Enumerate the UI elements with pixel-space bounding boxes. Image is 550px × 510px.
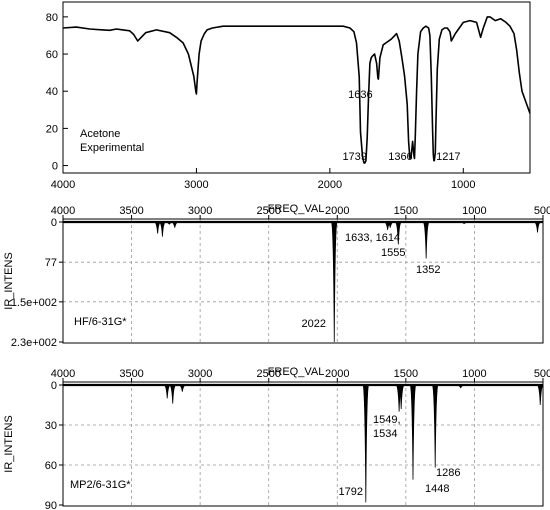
mp2-y-tick-label: 90 — [45, 500, 57, 510]
experimental-x-axis: 4000 3000 2000 1000 — [51, 168, 476, 191]
hf-peak-labels: 1633, 1614 1555 1352 2022 — [302, 232, 441, 330]
mp2-stick — [431, 384, 439, 468]
experimental-x-tick-label: 3000 — [184, 179, 208, 191]
experimental-x-tick-label: 2000 — [318, 179, 342, 191]
mp2-stick — [536, 384, 544, 406]
hf-y-tick-label: 2.3e+002 — [11, 337, 57, 349]
mp2-peak-label: 1448 — [425, 483, 449, 495]
mp2-y-axis-title: IR_INTENS — [3, 415, 15, 472]
hf-y-tick-label: 77 — [45, 257, 57, 269]
hf-x-tick-label: 2000 — [325, 205, 349, 217]
hf-stick — [395, 221, 402, 245]
experimental-annotation-line-1: Acetone — [80, 128, 120, 140]
mp2-intensity-sticks — [63, 383, 544, 503]
hf-peak-label: 1633, 1614 — [345, 232, 400, 244]
mp2-peak-label: 1792 — [339, 486, 363, 498]
experimental-y-tick-label: 40 — [46, 86, 58, 98]
experimental-y-tick-label: 60 — [46, 49, 58, 61]
mp2-stick — [179, 384, 186, 392]
mp2-peak-label: 1534 — [373, 428, 397, 440]
hf-y-axis-title: IR_INTENS — [3, 252, 15, 309]
hf-x-tick-label: 500 — [534, 205, 550, 217]
hf-stick — [159, 221, 166, 237]
experimental-peak-labels: 1739 1636 1366 1217 — [342, 89, 460, 163]
hf-stick — [330, 221, 338, 343]
experimental-x-tick-label: 1000 — [451, 179, 475, 191]
mp2-stick — [409, 384, 417, 480]
hf-x-axis: 4000 3500 3000 2500 2000 1500 1000 500 — [51, 205, 550, 219]
mp2-x-tick-label: 1500 — [394, 368, 418, 380]
experimental-y-tick-label: 20 — [46, 123, 58, 135]
experimental-annotation-line-2: Experimental — [80, 142, 144, 154]
hf-stick — [422, 221, 430, 259]
experimental-peak-label: 1739 — [342, 151, 366, 163]
mp2-peak-labels: 1549, 1534 1792 1448 1286 — [339, 414, 461, 498]
mp2-x-tick-label: 500 — [534, 368, 550, 380]
mp2-stick — [163, 384, 171, 399]
mp2-stick — [397, 384, 405, 410]
mp2-x-tick-label: 3500 — [119, 368, 143, 380]
hf-stick — [534, 221, 541, 233]
hf-x-axis-title: FREQ_VAL — [268, 203, 325, 215]
experimental-plot-frame — [62, 1, 531, 174]
hf-peak-label: 1555 — [381, 247, 405, 259]
mp2-stick — [169, 384, 176, 404]
mp2-peak-label: 1549, — [373, 414, 401, 426]
mp2-y-tick-label: 30 — [45, 420, 57, 432]
hf-x-tick-label: 3500 — [119, 205, 143, 217]
hf-x-tick-label: 4000 — [51, 205, 75, 217]
mp2-annotation: MP2/6-31G* — [70, 479, 131, 491]
mp2-peak-label: 1286 — [436, 467, 460, 479]
hf-gridlines — [63, 219, 543, 343]
hf-y-tick-label: 1.5e+002 — [11, 297, 57, 309]
hf-x-tick-label: 1500 — [394, 205, 418, 217]
experimental-x-tick-label: 4000 — [51, 179, 75, 191]
hf-intensity-sticks — [63, 220, 543, 343]
hf-peak-label: 2022 — [302, 318, 326, 330]
experimental-spectrum-line — [62, 16, 531, 164]
experimental-peak-label: 1636 — [348, 89, 372, 101]
hf-stick — [154, 221, 161, 234]
hf-peak-label: 1352 — [416, 264, 440, 276]
mp2-x-tick-label: 2500 — [256, 368, 280, 380]
hf-y-axis: 0 77 1.5e+002 2.3e+002 — [11, 217, 63, 349]
hf-x-tick-label: 1000 — [462, 205, 486, 217]
mp2-y-tick-label: 0 — [51, 380, 57, 392]
experimental-peak-label: 1366 — [388, 151, 412, 163]
mp2-plot-frame — [62, 381, 544, 507]
hf-x-tick-label: 3000 — [188, 205, 212, 217]
mp2-x-tick-label: 3000 — [188, 368, 212, 380]
mp2-spectrum-panel: FREQ_VAL 4000 3500 3000 2500 2000 1500 1000 500… — [3, 366, 550, 510]
hf-stick — [460, 221, 468, 225]
experimental-peak-label: 1217 — [436, 151, 460, 163]
hf-plot-frame — [62, 218, 544, 344]
mp2-stick — [362, 384, 370, 503]
mp2-stick — [457, 384, 464, 389]
mp2-y-tick-label: 60 — [45, 460, 57, 472]
mp2-x-axis-title: FREQ_VAL — [268, 366, 325, 378]
mp2-y-axis: 0 30 60 90 — [45, 380, 63, 510]
hf-stick — [171, 221, 178, 228]
hf-x-tick-label: 2500 — [256, 205, 280, 217]
mp2-x-tick-label: 4000 — [51, 368, 75, 380]
hf-spectrum-panel: FREQ_VAL 4000 3500 3000 2500 2000 1500 1000 500… — [3, 203, 550, 349]
hf-stick — [166, 221, 173, 225]
hf-y-tick-label: 0 — [51, 217, 57, 229]
mp2-x-axis: 4000 3500 3000 2500 2000 1500 1000 500 — [51, 368, 550, 382]
mp2-gridlines — [63, 382, 543, 506]
experimental-y-tick-label: 80 — [46, 12, 58, 24]
hf-stick — [387, 221, 394, 228]
experimental-y-tick-label: 0 — [52, 161, 58, 173]
mp2-x-tick-label: 2000 — [325, 368, 349, 380]
experimental-y-axis: 0 20 40 60 80 — [46, 12, 68, 173]
mp2-x-tick-label: 1000 — [462, 368, 486, 380]
hf-annotation: HF/6-31G* — [74, 316, 127, 328]
